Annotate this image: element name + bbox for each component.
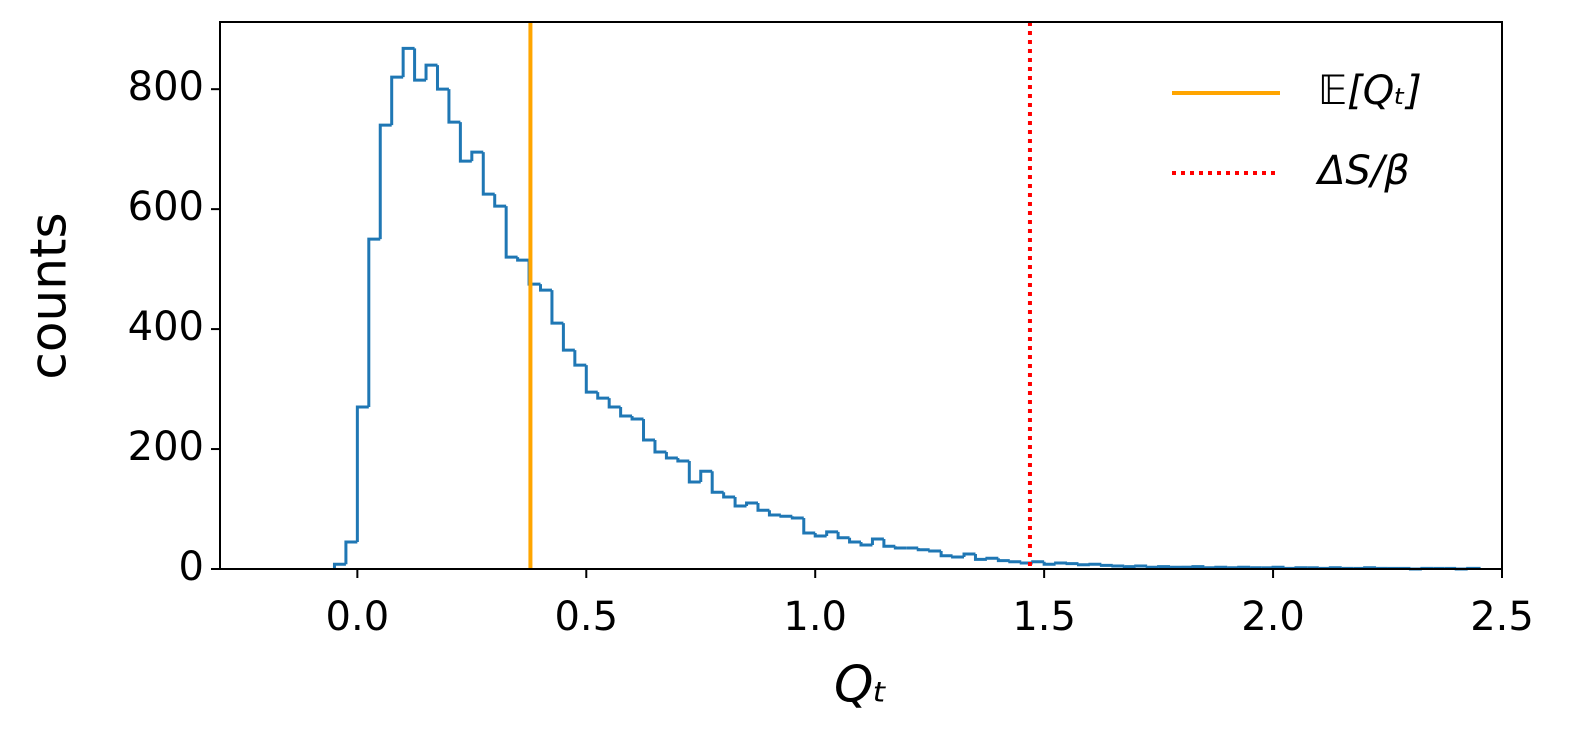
histogram-step <box>413 48 427 82</box>
histogram-step <box>745 501 758 507</box>
histogram-step <box>607 398 621 409</box>
histogram-step <box>1271 565 1285 569</box>
histogram-step <box>836 531 850 540</box>
histogram-step <box>435 65 449 91</box>
x-axis-label: Qₜ <box>834 656 888 714</box>
histogram-step <box>619 407 633 418</box>
x-tick-label: 0.5 <box>554 594 618 640</box>
histogram-step <box>481 152 495 196</box>
histogram-step <box>893 546 907 550</box>
histogram-step <box>1225 566 1239 570</box>
histogram-step <box>1157 565 1171 569</box>
y-tick-label: 0 <box>179 544 204 590</box>
histogram-step <box>355 405 369 543</box>
histogram-step <box>1054 561 1068 565</box>
histogram-step <box>401 46 415 78</box>
histogram-step <box>550 290 564 325</box>
histogram-step <box>539 284 552 292</box>
histogram-step <box>756 503 770 512</box>
x-tick-label: 2.0 <box>1241 594 1305 640</box>
histogram-step <box>424 63 438 81</box>
histogram-step <box>676 458 690 463</box>
histogram-step <box>973 554 987 561</box>
histogram-step <box>390 75 404 126</box>
histogram-step <box>699 469 713 483</box>
histogram-step <box>1191 565 1205 569</box>
histogram-step <box>516 257 530 262</box>
histogram-step <box>378 123 392 240</box>
histogram-step <box>1168 565 1182 569</box>
histogram-step <box>985 556 999 560</box>
histogram-step <box>1202 566 1216 570</box>
histogram-step <box>733 497 747 508</box>
histogram-step <box>1065 562 1079 566</box>
histogram-step <box>653 440 667 454</box>
y-tick-label: 200 <box>128 424 204 470</box>
histogram-step <box>447 89 461 124</box>
histogram-step <box>1031 560 1045 564</box>
histogram-step <box>825 530 839 537</box>
histogram-step <box>882 539 896 548</box>
x-tick-label: 0.0 <box>326 594 390 640</box>
histogram-step <box>722 492 736 499</box>
histogram-step <box>1214 565 1228 569</box>
legend-label: 𝔼[Qₜ] <box>1318 68 1422 114</box>
y-axis-label: counts <box>20 212 78 379</box>
histogram-step <box>870 537 884 546</box>
x-tick-label: 1.0 <box>783 594 847 640</box>
y-tick-label: 800 <box>128 64 204 110</box>
histogram-step <box>561 323 575 352</box>
histogram-step <box>813 533 827 538</box>
histogram-step <box>584 365 598 394</box>
histogram-step <box>951 555 965 559</box>
histogram-step <box>573 350 587 367</box>
histogram-step <box>962 552 976 558</box>
legend-label: ΔS/β <box>1315 148 1410 194</box>
histogram-step <box>664 452 678 460</box>
histogram-step <box>939 551 953 558</box>
plot-frame <box>219 21 1503 570</box>
histogram-step <box>1237 565 1251 569</box>
x-tick-label: 2.5 <box>1470 594 1534 640</box>
histogram-step <box>1042 561 1056 566</box>
histogram-step <box>928 549 942 553</box>
histogram-step <box>344 540 358 565</box>
histogram-step <box>504 206 518 259</box>
histogram-step <box>332 562 346 569</box>
histogram-step <box>493 194 507 208</box>
y-tick-label: 400 <box>128 304 204 350</box>
histogram-step <box>802 518 816 535</box>
histogram-step <box>1248 566 1262 570</box>
histogram-step <box>779 514 793 518</box>
histogram-step <box>710 471 724 494</box>
histogram-step <box>767 510 781 517</box>
histogram-step <box>1008 560 1022 564</box>
histogram-step <box>367 237 381 408</box>
histogram-step <box>916 548 930 552</box>
histogram-step <box>1145 565 1159 569</box>
histogram-step <box>848 537 861 544</box>
x-tick-label: 1.5 <box>1012 594 1076 640</box>
histogram-step <box>470 150 484 162</box>
histogram-step <box>1099 563 1113 567</box>
y-tick-label: 600 <box>128 184 204 230</box>
histogram-step <box>859 542 873 547</box>
histogram-step <box>458 122 472 163</box>
histogram-step <box>596 392 610 400</box>
histogram-step <box>790 516 804 520</box>
histogram-step <box>996 558 1010 563</box>
histogram-step <box>1134 564 1148 568</box>
histogram-step <box>630 416 644 421</box>
histogram-step <box>1122 565 1136 569</box>
histogram-step <box>642 419 655 442</box>
histogram-step <box>1111 564 1125 568</box>
histogram-step <box>1076 563 1090 567</box>
histogram-step <box>1088 562 1102 566</box>
histogram-step <box>687 461 701 484</box>
